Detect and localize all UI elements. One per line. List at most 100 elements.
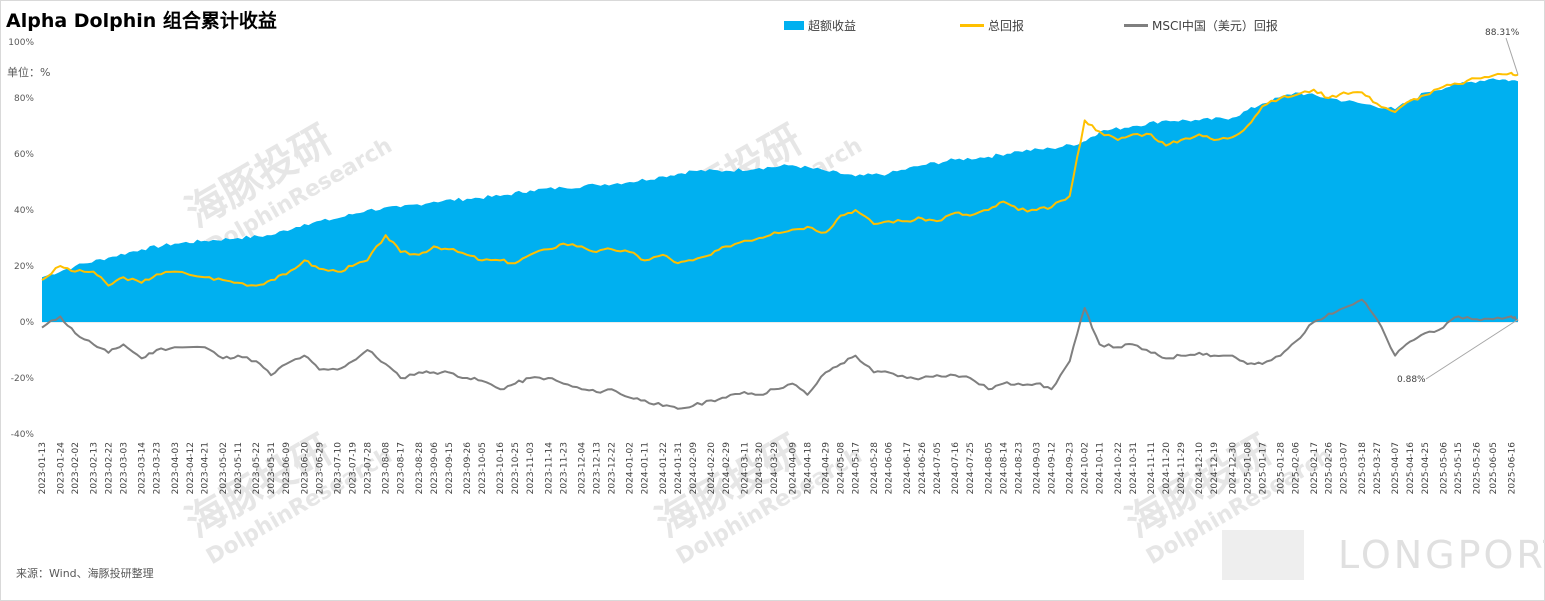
- x-tick-label: 2025-05-15: [1454, 442, 1464, 494]
- x-tick-label: 2024-03-20: [755, 442, 765, 495]
- x-tick-label: 2024-04-18: [803, 442, 813, 495]
- y-axis: -40% -20% 0% 20% 40% 60% 80% 100%: [8, 38, 34, 440]
- x-tick-label: 2023-09-06: [430, 442, 440, 495]
- x-tick-label: 2024-06-17: [903, 442, 913, 494]
- x-tick-label: 2023-07-10: [334, 442, 344, 495]
- x-tick-label: 2024-07-25: [966, 442, 976, 494]
- msci-leader-line: [1425, 319, 1519, 380]
- legend-swatch-msci: [1124, 24, 1148, 27]
- longport-logo: LONGPORT: [1222, 530, 1545, 580]
- x-tick-label: 2024-10-22: [1114, 442, 1124, 494]
- x-tick-label: 2024-11-11: [1147, 442, 1157, 494]
- y-tick-label: 80%: [14, 94, 34, 104]
- x-tick-label: 2023-12-22: [608, 442, 618, 494]
- x-tick-label: 2023-08-08: [382, 442, 392, 495]
- x-tick-label: 2024-09-12: [1048, 442, 1058, 494]
- source-note: 来源：Wind、海豚投研整理: [16, 567, 154, 580]
- legend-item-msci[interactable]: MSCI中国（美元）回报: [1124, 17, 1278, 34]
- x-tick-label: 2023-09-26: [463, 442, 473, 495]
- logo-mark-icon: [1222, 530, 1304, 580]
- x-tick-label: 2023-02-22: [104, 442, 114, 494]
- x-tick-label: 2024-06-26: [918, 442, 928, 495]
- x-tick-label: 2023-06-20: [300, 442, 310, 495]
- x-tick-label: 2025-03-07: [1340, 442, 1350, 494]
- x-tick-label: 2024-01-22: [659, 442, 669, 494]
- x-tick-label: 2024-05-08: [837, 442, 847, 495]
- x-tick-label: 2025-05-06: [1439, 442, 1449, 495]
- y-tick-label: 60%: [14, 150, 34, 160]
- x-tick-label: 2024-12-19: [1210, 442, 1220, 495]
- x-tick-label: 2024-07-05: [933, 442, 943, 494]
- x-tick-label: 2023-01-24: [56, 442, 66, 495]
- legend-swatch-excess: [784, 21, 804, 30]
- series-line-total: [41, 71, 1519, 287]
- x-tick-label: 2023-11-14: [544, 442, 554, 495]
- logo-text: LONGPORT: [1338, 533, 1545, 577]
- x-tick-label: 2023-01-13: [38, 442, 48, 494]
- x-tick-label: 2025-02-17: [1310, 442, 1320, 494]
- legend-label-msci: MSCI中国（美元）回报: [1152, 19, 1278, 33]
- x-tick-label: 2025-05-26: [1473, 442, 1483, 495]
- x-tick-label: 2023-04-03: [171, 442, 181, 494]
- x-tick-label: 2025-06-16: [1507, 442, 1517, 495]
- x-tick-label: 2024-02-20: [707, 442, 717, 495]
- x-tick-label: 2024-01-11: [641, 442, 651, 494]
- x-tick-label: 2023-05-31: [267, 442, 277, 494]
- x-tick-label: 2024-01-31: [674, 442, 684, 494]
- x-tick-label: 2024-10-02: [1081, 442, 1091, 494]
- x-tick-label: 2023-05-22: [252, 442, 262, 494]
- x-tick-label: 2024-08-23: [1014, 442, 1024, 494]
- y-tick-label: 100%: [8, 38, 34, 48]
- legend-label-total: 总回报: [988, 19, 1025, 33]
- x-tick-label: 2024-04-09: [789, 442, 799, 495]
- x-tick-label: 2024-05-28: [870, 442, 880, 495]
- x-tick-label: 2023-07-28: [363, 442, 373, 495]
- x-axis: 2023-01-13 2023-01-24 2023-02-02 2023-02-13…: [38, 321, 1518, 495]
- x-tick-label: 2025-03-27: [1373, 442, 1383, 494]
- x-tick-label: 2023-08-17: [397, 442, 407, 494]
- x-tick-label: 2024-11-20: [1162, 442, 1172, 495]
- x-tick-label: 2025-04-07: [1391, 442, 1401, 494]
- x-tick-label: 2023-09-15: [445, 442, 455, 494]
- x-tick-label: 2024-09-03: [1033, 442, 1043, 494]
- legend-item-total[interactable]: 总回报: [960, 17, 1024, 34]
- x-tick-label: 2024-10-31: [1129, 442, 1139, 494]
- y-tick-label: 40%: [14, 206, 34, 216]
- x-tick-label: 2023-03-03: [119, 442, 129, 494]
- x-tick-label: 2025-01-17: [1258, 442, 1268, 494]
- x-tick-label: 2024-05-17: [852, 442, 862, 494]
- x-tick-label: 2024-02-29: [722, 442, 732, 495]
- x-tick-label: 2023-12-04: [578, 442, 588, 495]
- y-tick-label: 0%: [20, 318, 35, 328]
- x-tick-label: 2024-03-29: [770, 442, 780, 495]
- x-tick-label: 2023-02-13: [90, 442, 100, 494]
- x-tick-label: 2024-02-09: [689, 442, 699, 495]
- x-tick-label: 2025-04-16: [1406, 442, 1416, 495]
- x-tick-label: 2025-02-26: [1325, 442, 1335, 495]
- legend-label-excess: 超额收益: [808, 19, 857, 33]
- x-tick-label: 2023-11-23: [559, 442, 569, 494]
- x-tick-label: 2024-11-29: [1177, 442, 1187, 495]
- series-area-excess: [42, 78, 1518, 323]
- x-tick-label: 2023-03-14: [138, 442, 148, 495]
- x-tick-label: 2023-06-29: [315, 442, 325, 495]
- legend-item-excess[interactable]: 超额收益: [784, 17, 856, 34]
- x-tick-label: 2023-12-13: [593, 442, 603, 494]
- annotation-layer: 88.31% 0.88%: [1397, 28, 1520, 385]
- x-tick-label: 2023-04-21: [201, 442, 211, 494]
- x-tick-label: 2025-02-06: [1292, 442, 1302, 495]
- x-tick-label: 2023-04-12: [186, 442, 196, 494]
- total-end-annotation: 88.31%: [1485, 28, 1520, 38]
- x-tick-label: 2025-01-28: [1277, 442, 1287, 495]
- x-tick-label: 2024-03-11: [740, 442, 750, 494]
- x-tick-label: 2024-12-30: [1228, 442, 1238, 495]
- x-tick-label: 2025-01-08: [1243, 442, 1253, 495]
- x-tick-label: 2024-06-06: [885, 442, 895, 495]
- msci-end-annotation: 0.88%: [1397, 375, 1426, 385]
- x-tick-label: 2023-05-11: [234, 442, 244, 494]
- x-tick-label: 2024-08-05: [984, 442, 994, 494]
- series-line-msci: [41, 298, 1519, 410]
- x-tick-label: 2023-05-02: [219, 442, 229, 494]
- x-tick-label: 2024-10-11: [1096, 442, 1106, 494]
